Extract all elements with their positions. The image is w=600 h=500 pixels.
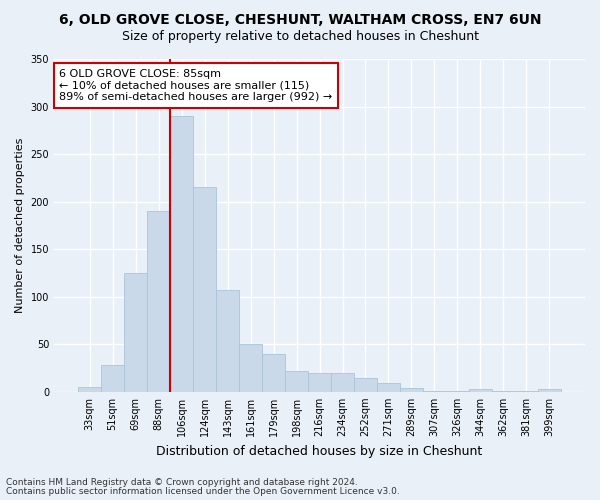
Text: Contains public sector information licensed under the Open Government Licence v3: Contains public sector information licen… xyxy=(6,486,400,496)
Bar xyxy=(446,391,469,392)
Bar xyxy=(193,188,216,392)
Bar xyxy=(239,344,262,392)
Bar xyxy=(538,389,561,392)
Y-axis label: Number of detached properties: Number of detached properties xyxy=(15,138,25,313)
Bar xyxy=(124,273,147,392)
Bar xyxy=(377,383,400,392)
Bar xyxy=(515,391,538,392)
Text: Size of property relative to detached houses in Cheshunt: Size of property relative to detached ho… xyxy=(121,30,479,43)
Bar xyxy=(78,387,101,392)
Bar xyxy=(469,389,492,392)
Bar xyxy=(331,373,354,392)
Bar xyxy=(492,391,515,392)
Bar xyxy=(170,116,193,392)
Text: 6, OLD GROVE CLOSE, CHESHUNT, WALTHAM CROSS, EN7 6UN: 6, OLD GROVE CLOSE, CHESHUNT, WALTHAM CR… xyxy=(59,12,541,26)
Bar xyxy=(101,365,124,392)
Bar xyxy=(354,378,377,392)
Bar xyxy=(216,290,239,392)
Bar xyxy=(423,391,446,392)
Text: 6 OLD GROVE CLOSE: 85sqm
← 10% of detached houses are smaller (115)
89% of semi-: 6 OLD GROVE CLOSE: 85sqm ← 10% of detach… xyxy=(59,69,332,102)
Bar xyxy=(147,211,170,392)
Text: Contains HM Land Registry data © Crown copyright and database right 2024.: Contains HM Land Registry data © Crown c… xyxy=(6,478,358,487)
Bar xyxy=(285,371,308,392)
X-axis label: Distribution of detached houses by size in Cheshunt: Distribution of detached houses by size … xyxy=(157,444,482,458)
Bar xyxy=(308,373,331,392)
Bar xyxy=(262,354,285,392)
Bar xyxy=(400,388,423,392)
